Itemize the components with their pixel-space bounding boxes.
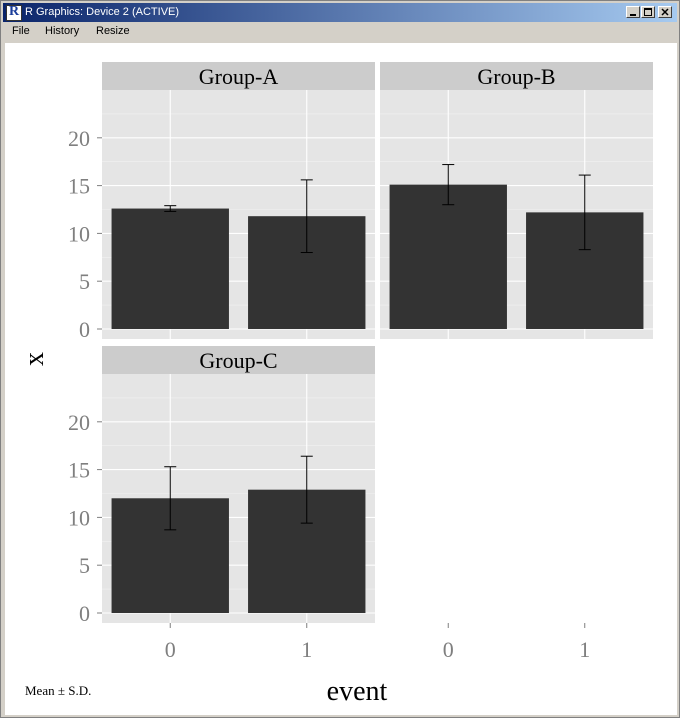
y-tick-label: 15 (68, 174, 90, 199)
facet-strip (102, 62, 375, 90)
menu-bar: File History Resize (3, 23, 677, 41)
window-title: R Graphics: Device 2 (ACTIVE) (25, 6, 180, 18)
maximize-button[interactable] (641, 6, 655, 18)
close-icon (661, 8, 669, 16)
y-tick-label: 20 (68, 126, 90, 151)
title-bar[interactable]: R R Graphics: Device 2 (ACTIVE) (3, 3, 677, 22)
maximize-icon (644, 8, 652, 16)
y-tick-label: 10 (68, 221, 90, 246)
menu-resize[interactable]: Resize (96, 25, 130, 37)
facet-label: Group-A (199, 64, 279, 89)
plot-canvas: Group-A 0 5 10 15 20 Group-B Group-C 0 5 10 15 20 0 1 0… (5, 43, 677, 715)
facet-strip (102, 346, 375, 374)
x-tick-label: 0 (443, 637, 454, 662)
x-tick-label: 1 (301, 637, 312, 662)
close-button[interactable] (658, 6, 672, 18)
y-tick-label: 15 (68, 458, 90, 483)
y-tick-label: 5 (79, 553, 90, 578)
minimize-icon (630, 14, 636, 16)
y-tick-label: 5 (79, 269, 90, 294)
x-tick-label: 1 (579, 637, 590, 662)
facet-label: Group-B (477, 64, 555, 89)
x-tick-label: 0 (165, 637, 176, 662)
r-logo-icon: R (6, 4, 22, 21)
bar (111, 208, 229, 329)
bar (389, 184, 507, 329)
menu-history[interactable]: History (45, 25, 80, 37)
y-axis-title: x (19, 352, 50, 366)
menu-file[interactable]: File (12, 25, 30, 37)
y-tick-label: 0 (79, 601, 90, 626)
facet-strip (380, 62, 653, 90)
minimize-button[interactable] (626, 6, 640, 18)
caption-text: Mean ± S.D. (25, 683, 91, 698)
facet-label: Group-C (199, 348, 277, 373)
y-tick-label: 0 (79, 317, 90, 342)
y-tick-label: 20 (68, 410, 90, 435)
y-tick-label: 10 (68, 505, 90, 530)
x-axis-title: event (327, 676, 388, 707)
